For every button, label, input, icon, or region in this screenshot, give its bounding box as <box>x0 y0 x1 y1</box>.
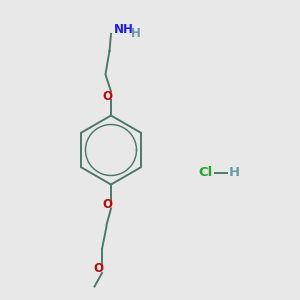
Text: H: H <box>130 27 140 40</box>
Text: NH: NH <box>113 23 133 36</box>
Text: Cl: Cl <box>198 166 213 179</box>
Text: O: O <box>93 262 103 275</box>
Text: O: O <box>102 197 112 211</box>
Text: O: O <box>102 89 112 103</box>
Text: H: H <box>228 166 240 179</box>
